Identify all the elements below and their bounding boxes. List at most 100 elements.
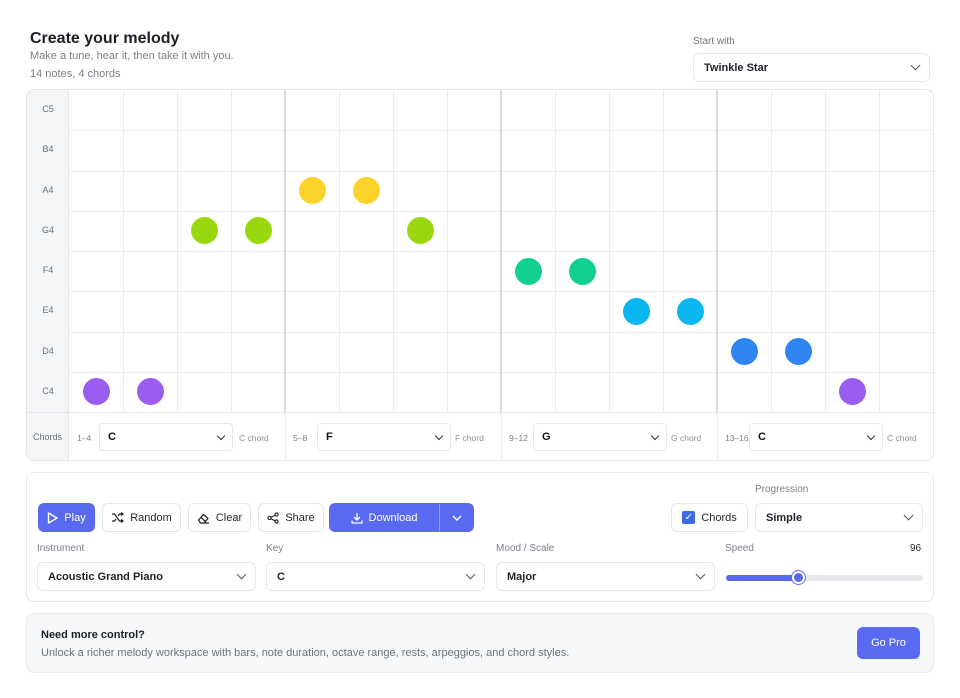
note-dot[interactable] [190,217,218,245]
chord-range: 9–12 [509,433,528,443]
grid-column-line [447,90,448,412]
progression-value: Simple [766,511,803,524]
chevron-down-icon [695,569,706,580]
note-dot[interactable] [838,378,866,406]
grid-column-line [177,90,178,412]
note-dot[interactable] [784,338,812,366]
chord-range: 5–8 [293,433,308,443]
start-with-label: Start with [693,36,735,47]
note-dot[interactable] [406,217,434,245]
note-dot[interactable] [730,338,758,366]
chord-group: 13–16 C C chord [717,413,933,460]
start-with-select[interactable]: Twinkle Star [693,53,930,82]
chord-select-value: G [542,431,551,443]
grid-column-line [771,90,772,412]
go-pro-button[interactable]: Go Pro [857,627,920,659]
pitch-labels: C5 B4 A4 G4 F4 E4 D4 C4 [27,90,69,412]
grid-column-line [825,90,826,412]
chord-group: 5–8 F F chord [285,413,501,460]
grid-column-line [555,90,556,412]
grid-column-line [123,90,124,412]
chord-range: 13–16 [725,433,749,443]
clear-label: Clear [215,511,243,524]
note-grid[interactable] [69,90,933,412]
chord-select-value: C [758,431,766,443]
pitch-label: C5 [42,104,54,115]
pitch-label: E4 [42,305,54,316]
melody-grid: C5 B4 A4 G4 F4 E4 D4 C4 Chords 1–4 C C chord 5–8 F F… [26,89,934,461]
random-button[interactable]: Random [102,503,181,532]
speed-slider[interactable] [726,571,923,584]
note-dot[interactable] [136,378,164,406]
note-dot[interactable] [622,297,650,325]
play-button[interactable]: Play [38,503,95,532]
note-dot[interactable] [298,177,326,205]
note-dot[interactable] [244,217,272,245]
chord-divider [501,413,502,460]
key-select[interactable]: C [266,562,485,591]
upgrade-description: Unlock a richer melody workspace with ba… [41,647,570,659]
pitch-label: C4 [42,385,54,396]
chord-select-value: C [108,431,116,443]
note-dot[interactable] [568,257,596,285]
chord-group: 9–12 G G chord [501,413,717,460]
chord-select-value: F [326,431,333,443]
random-label: Random [130,511,172,524]
chords-toggle[interactable]: ✓ Chords [671,503,748,532]
note-dot[interactable] [514,257,542,285]
shuffle-icon [112,512,125,523]
chord-select[interactable]: C [749,423,883,451]
chord-range: 1–4 [77,433,92,443]
chevron-down-icon [903,510,914,521]
chevron-down-icon [236,569,247,580]
bar-line [500,90,502,412]
instrument-select[interactable]: Acoustic Grand Piano [37,562,256,591]
instrument-value: Acoustic Grand Piano [48,570,163,583]
speed-label: Speed [725,543,754,554]
progression-label: Progression [755,484,809,495]
chord-group: 1–4 C C chord [69,413,285,460]
chord-select[interactable]: C [99,423,233,451]
note-chord-count: 14 notes, 4 chords [30,68,121,80]
note-dot[interactable] [676,297,704,325]
chevron-down-icon [650,431,660,440]
start-with-value: Twinkle Star [704,61,768,74]
download-button[interactable]: Download [329,503,439,532]
progression-select[interactable]: Simple [755,503,923,532]
pitch-label: D4 [42,345,54,356]
chevron-down-icon [910,60,921,71]
pitch-label: F4 [42,265,54,276]
chevron-down-icon [452,515,461,521]
mood-value: Major [507,570,537,583]
note-dot[interactable] [82,378,110,406]
note-dot[interactable] [352,177,380,205]
download-options-button[interactable] [439,503,474,532]
page-subtitle: Make a tune, hear it, then take it with … [30,50,234,62]
grid-column-line [339,90,340,412]
controls-panel: Play Random Clear Share Download ✓ Chord… [26,472,934,602]
speed-slider-thumb[interactable] [792,571,806,584]
pitch-label: B4 [42,144,54,155]
bar-line [716,90,718,412]
chord-name: C chord [239,433,269,443]
mood-select[interactable]: Major [496,562,715,591]
chords-row: Chords 1–4 C C chord 5–8 F F chord 9–12 G G chor… [27,412,933,460]
share-button[interactable]: Share [258,503,324,532]
clear-button[interactable]: Clear [188,503,251,532]
grid-column-line [879,90,880,412]
chord-select[interactable]: F [317,423,451,451]
speed-slider-fill [726,575,799,581]
share-icon [267,511,279,524]
chord-name: C chord [887,433,917,443]
grid-column-line [663,90,664,412]
download-icon [350,512,363,524]
checkbox-checked-icon: ✓ [682,511,696,524]
chords-row-label: Chords [27,413,69,460]
chord-select[interactable]: G [533,423,667,451]
chevron-down-icon [866,431,876,440]
mood-label: Mood / Scale [496,543,555,554]
chevron-down-icon [465,569,476,580]
chords-toggle-label: Chords [701,511,737,524]
page-title: Create your melody [30,30,180,47]
share-label: Share [285,511,315,524]
